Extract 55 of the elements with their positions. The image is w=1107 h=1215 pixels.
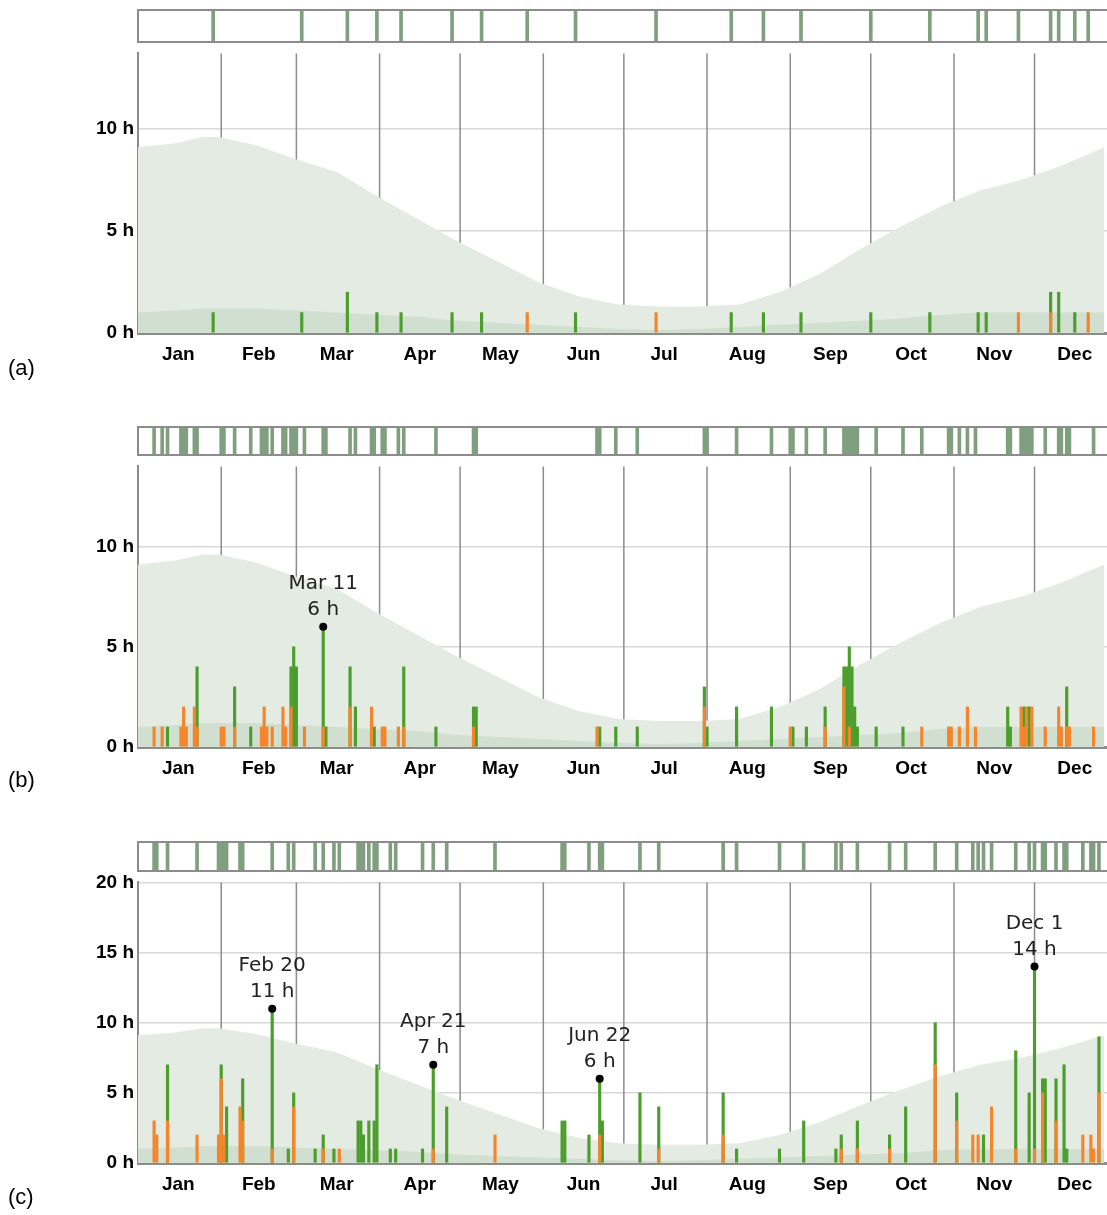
x-tick-label: Sep xyxy=(813,1172,848,1194)
x-tick-label: Oct xyxy=(895,756,928,778)
y-tick-label: 10 h xyxy=(95,534,134,556)
x-tick-label: May xyxy=(481,756,520,778)
x-tick-label: Feb xyxy=(241,1172,276,1194)
x-tick-label: Jul xyxy=(650,1172,678,1194)
x-tick-label: Sep xyxy=(813,342,848,364)
y-tick-label: 0 h xyxy=(106,321,134,343)
y-tick-label: 5 h xyxy=(106,219,134,241)
x-tick-label: Jan xyxy=(161,1172,195,1194)
x-tick-label: Jan xyxy=(161,756,195,778)
text: (b) xyxy=(8,766,35,794)
x-tick-label: Dec xyxy=(1057,342,1093,364)
x-tick-label: Oct xyxy=(895,342,928,364)
x-tick-label: Sep xyxy=(813,756,848,778)
text: (c) xyxy=(8,1183,34,1211)
x-tick-label: Jul xyxy=(650,342,678,364)
x-tick-label: Nov xyxy=(976,342,1013,364)
x-tick-label: May xyxy=(481,1172,520,1194)
x-tick-label: Aug xyxy=(728,1172,766,1194)
x-tick-label: Oct xyxy=(895,1172,928,1194)
x-tick-label: Aug xyxy=(728,342,766,364)
x-tick-label: Mar xyxy=(319,342,355,364)
y-tick-label: 10 h xyxy=(95,1010,134,1032)
x-tick-label: Apr xyxy=(403,342,437,364)
x-tick-label: Feb xyxy=(241,342,276,364)
annotation: Jun 22 6 h xyxy=(566,1021,632,1072)
annotation: Mar 11 6 h xyxy=(288,569,358,620)
annotation: Apr 21 7 h xyxy=(400,1007,467,1058)
x-tick-label: Nov xyxy=(976,1172,1013,1194)
x-tick-label: Jun xyxy=(566,342,601,364)
x-tick-label: Mar xyxy=(319,756,355,778)
x-tick-label: Jun xyxy=(566,1172,601,1194)
x-tick-label: Jan xyxy=(161,342,195,364)
x-tick-label: Dec xyxy=(1057,1172,1093,1194)
annotation: Dec 1 14 h xyxy=(1005,909,1064,960)
x-tick-label: Feb xyxy=(241,756,276,778)
y-tick-label: 20 h xyxy=(95,870,134,892)
x-tick-label: Apr xyxy=(403,1172,437,1194)
x-tick-label: Nov xyxy=(976,756,1013,778)
annotation: Feb 20 11 h xyxy=(238,951,306,1002)
y-tick-label: 5 h xyxy=(106,1081,134,1103)
y-tick-label: 15 h xyxy=(95,940,134,962)
y-tick-label: 10 h xyxy=(95,117,134,139)
x-tick-label: Dec xyxy=(1057,756,1093,778)
x-tick-label: Jul xyxy=(650,756,678,778)
y-tick-label: 5 h xyxy=(106,635,134,657)
x-tick-label: Mar xyxy=(319,1172,355,1194)
text: (a) xyxy=(8,354,35,382)
x-tick-label: Apr xyxy=(403,756,437,778)
y-tick-label: 0 h xyxy=(106,1151,134,1173)
y-tick-label: 0 h xyxy=(106,735,134,757)
x-tick-label: Jun xyxy=(566,756,601,778)
x-tick-label: Aug xyxy=(728,756,766,778)
x-tick-label: May xyxy=(481,342,520,364)
